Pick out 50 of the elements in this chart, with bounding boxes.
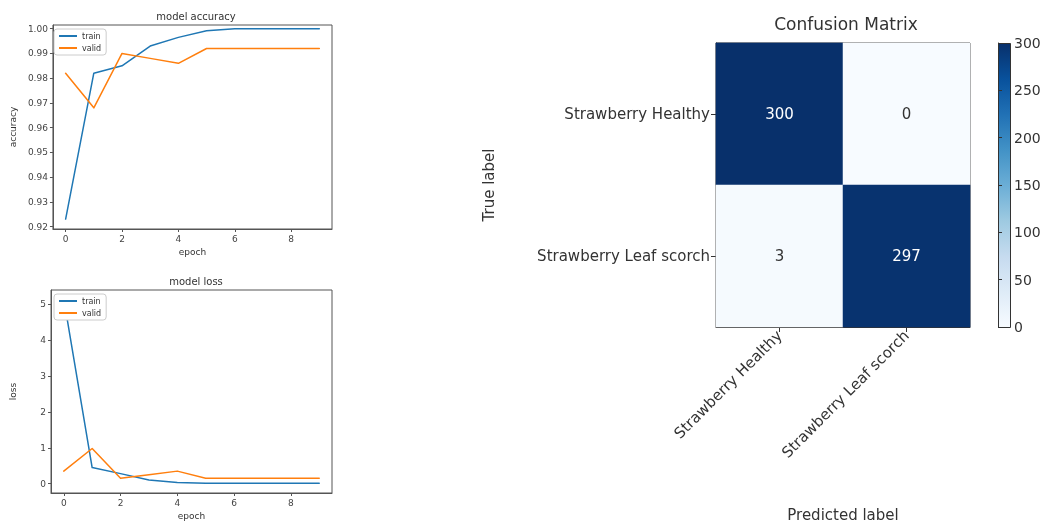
- x-axis-title: Predicted label: [787, 505, 899, 524]
- y-tick-label: 0.92: [27, 221, 48, 232]
- y-tick-label: 5: [40, 299, 46, 310]
- y-tick-label: 0.95: [27, 147, 48, 158]
- chart-title: Confusion Matrix: [774, 13, 918, 34]
- y-tick-label: 0.96: [27, 122, 49, 133]
- y-tick-label: 1.00: [27, 23, 49, 34]
- x-axis-title: epoch: [177, 511, 206, 522]
- y-tick-label: 0.97: [27, 97, 48, 108]
- chart-title: model loss: [169, 275, 223, 287]
- x-axis-title: epoch: [178, 247, 207, 258]
- data-label: 300: [765, 105, 794, 123]
- y-tick-label: 0.94: [27, 172, 49, 183]
- legend-label: valid: [82, 43, 102, 53]
- x-tick-label: 0: [60, 497, 67, 508]
- y-tick-label: 0.93: [27, 196, 48, 207]
- x-tick-label: 4: [174, 497, 181, 508]
- y-tick-label: 2: [40, 406, 46, 417]
- color-bar-label: 200: [1014, 129, 1041, 146]
- x-tick-label: 2: [117, 497, 124, 508]
- color-bar-label: 150: [1014, 177, 1041, 193]
- y-tick-label: 0: [40, 478, 47, 489]
- color-bar-label: 100: [1014, 224, 1041, 241]
- y-tick-label: 4: [40, 335, 47, 346]
- y-tick-label: 0.98: [27, 73, 49, 84]
- x-tick-label: 0: [62, 233, 69, 244]
- legend-label: train: [82, 296, 101, 306]
- y-axis-title: True label: [479, 148, 498, 223]
- x-tick-label: 4: [175, 233, 182, 244]
- data-label: 3: [774, 247, 785, 265]
- y-axis-title: loss: [7, 382, 18, 401]
- y-axis-title: accuracy: [7, 106, 18, 148]
- line-series: [64, 27, 321, 220]
- legend-label: valid: [82, 308, 102, 318]
- y-tick-label: 3: [40, 371, 46, 382]
- x-tick-label: 6: [231, 233, 238, 244]
- x-tick-label: 6: [231, 497, 238, 508]
- color-bar-label: 250: [1014, 82, 1041, 99]
- line-series: [63, 447, 320, 480]
- data-label: 0: [901, 105, 912, 123]
- legend-label: train: [82, 31, 101, 41]
- color-bar-label: 50: [1014, 271, 1032, 288]
- x-tick-label: 8: [288, 233, 295, 244]
- y-tick-label: 0.99: [27, 48, 49, 59]
- y-tick-label: 1: [40, 442, 46, 453]
- chart-title: model accuracy: [156, 10, 236, 22]
- data-label: 297: [892, 247, 921, 265]
- x-tick-label: 2: [119, 233, 125, 244]
- x-tick-label: 8: [287, 497, 294, 508]
- color-bar-label: 300: [1014, 35, 1041, 51]
